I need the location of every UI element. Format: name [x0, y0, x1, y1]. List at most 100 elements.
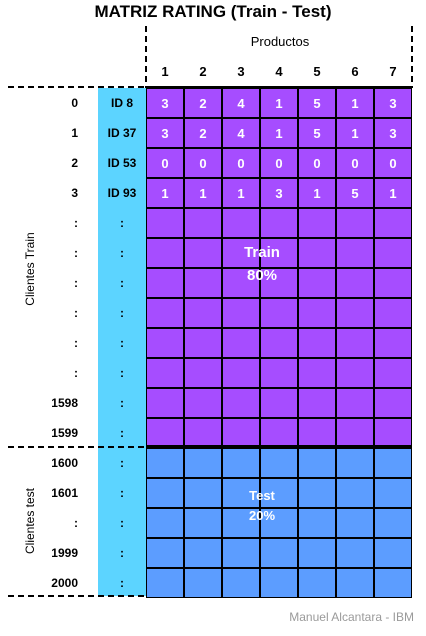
train-matrix-cell: 2	[184, 88, 222, 118]
test-matrix-cell	[184, 538, 222, 568]
train-matrix-cell: 3	[374, 118, 412, 148]
column-header-4: 4	[275, 64, 283, 79]
train-matrix-cell	[184, 298, 222, 328]
train-matrix-cell	[260, 238, 298, 268]
train-matrix-cell	[222, 268, 260, 298]
train-matrix-cell	[374, 328, 412, 358]
train-matrix-cell	[298, 358, 336, 388]
train-row-id: :	[120, 216, 124, 230]
test-matrix-cell	[146, 478, 184, 508]
train-matrix-cell	[184, 418, 222, 448]
train-matrix-cell: 0	[222, 148, 260, 178]
train-matrix-cell: 4	[222, 88, 260, 118]
train-row-index: :	[74, 276, 78, 290]
test-matrix-cell	[374, 448, 412, 478]
train-matrix-cell: 2	[184, 118, 222, 148]
train-matrix-cell	[146, 268, 184, 298]
test-matrix-cell	[146, 568, 184, 598]
train-matrix-cell	[260, 298, 298, 328]
train-matrix-cell	[184, 358, 222, 388]
test-matrix-cell	[146, 538, 184, 568]
test-matrix-cell	[336, 538, 374, 568]
test-row-index: 1999	[51, 546, 78, 560]
test-matrix-cell	[146, 448, 184, 478]
column-header-1: 1	[161, 64, 169, 79]
column-header-2: 2	[199, 64, 207, 79]
columns-label: Productos	[250, 34, 310, 49]
train-matrix-cell	[146, 208, 184, 238]
train-row-index: 0	[71, 96, 78, 110]
train-matrix-cell: 1	[336, 88, 374, 118]
train-matrix-cell	[336, 358, 374, 388]
train-matrix-cell	[184, 268, 222, 298]
train-row-id: ID 53	[107, 156, 137, 170]
test-matrix-cell	[222, 478, 260, 508]
train-matrix-cell	[298, 208, 336, 238]
test-matrix-cell	[222, 568, 260, 598]
train-matrix-cell: 0	[184, 148, 222, 178]
train-matrix-cell	[260, 268, 298, 298]
test-matrix-cell	[336, 508, 374, 538]
test-matrix-cell	[222, 448, 260, 478]
train-matrix-cell	[146, 388, 184, 418]
train-row-id: ID 93	[107, 186, 137, 200]
test-matrix-cell	[260, 538, 298, 568]
train-matrix-cell	[260, 358, 298, 388]
train-row-id: :	[120, 396, 124, 410]
train-row-index: :	[74, 366, 78, 380]
test-matrix-cell	[260, 568, 298, 598]
train-matrix-cell	[222, 298, 260, 328]
train-matrix-cell	[184, 208, 222, 238]
train-matrix-cell: 5	[298, 118, 336, 148]
train-matrix-cell: 5	[298, 88, 336, 118]
train-matrix-cell: 3	[146, 118, 184, 148]
train-matrix-cell	[336, 208, 374, 238]
test-block-label: Test 20%	[248, 488, 276, 523]
train-row-id: :	[120, 336, 124, 350]
train-matrix-cell	[222, 238, 260, 268]
test-row-id: :	[120, 576, 124, 590]
test-row-id: :	[120, 516, 124, 530]
train-row-index: 2	[71, 156, 78, 170]
train-matrix-cell	[184, 388, 222, 418]
train-matrix-cell	[146, 238, 184, 268]
train-matrix-cell: 4	[222, 118, 260, 148]
train-row-id: :	[120, 276, 124, 290]
train-matrix-cell	[374, 208, 412, 238]
train-matrix-cell	[260, 328, 298, 358]
test-matrix-cell	[374, 538, 412, 568]
train-matrix-cell	[146, 418, 184, 448]
column-header-6: 6	[351, 64, 359, 79]
test-matrix-cell	[184, 508, 222, 538]
test-row-index: 1601	[51, 486, 78, 500]
test-row-id: :	[120, 456, 124, 470]
test-matrix-cell	[336, 448, 374, 478]
train-matrix-cell	[260, 208, 298, 238]
test-matrix-cell	[298, 538, 336, 568]
train-matrix-cell	[298, 388, 336, 418]
test-row-index: 1600	[51, 456, 78, 470]
test-matrix-cell	[260, 448, 298, 478]
train-matrix-cell	[298, 238, 336, 268]
train-matrix-cell	[374, 358, 412, 388]
test-matrix-cell	[374, 478, 412, 508]
train-matrix-cell	[336, 268, 374, 298]
column-header-3: 3	[237, 64, 245, 79]
train-matrix-cell: 3	[374, 88, 412, 118]
train-matrix-cell: 3	[146, 88, 184, 118]
credit-watermark: Manuel Alcantara - IBM	[289, 610, 414, 624]
train-matrix-cell	[298, 418, 336, 448]
train-matrix-cell: 0	[260, 148, 298, 178]
train-matrix-cell	[222, 208, 260, 238]
train-matrix-cell	[336, 388, 374, 418]
train-matrix-cell: 1	[336, 118, 374, 148]
diagram-title: MATRIZ RATING (Train - Test)	[94, 2, 332, 21]
train-matrix-cell	[374, 298, 412, 328]
column-header-5: 5	[313, 64, 321, 79]
train-matrix-cell	[146, 328, 184, 358]
train-matrix-cell: 1	[374, 178, 412, 208]
train-matrix-cell	[222, 388, 260, 418]
test-row-index: :	[74, 516, 78, 530]
id-column	[98, 88, 146, 596]
train-row-id: ID 8	[110, 96, 133, 110]
